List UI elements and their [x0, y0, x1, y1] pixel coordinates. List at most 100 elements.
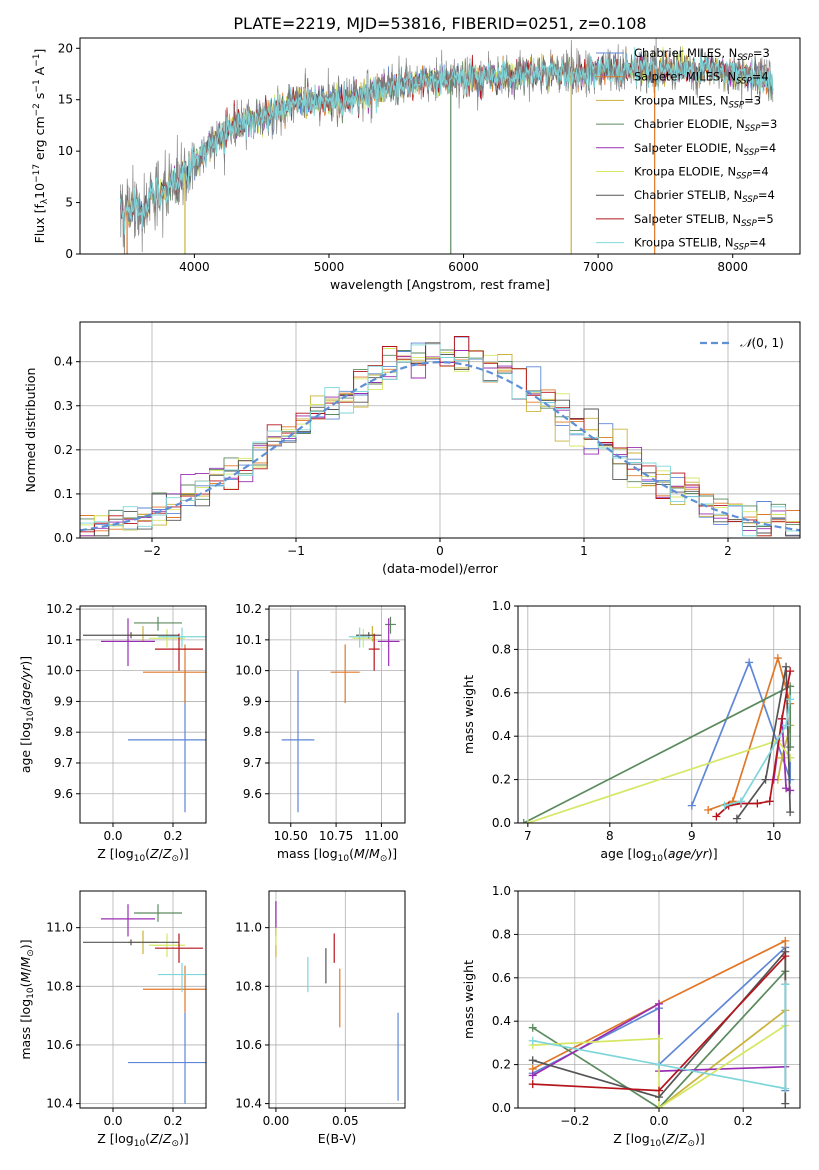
y-tick-label: 0.8: [492, 927, 511, 941]
mass-weight-line: [691, 659, 792, 806]
x-tick-label: 0.00: [263, 1114, 290, 1128]
y-tick-label: 9.7: [243, 756, 262, 770]
y-tick-label: 1.0: [492, 599, 511, 613]
y-tick-label: 0.0: [492, 816, 511, 830]
mass-weight-marker: [519, 819, 528, 823]
legend-entry: Kroupa ELODIE, NSSP=4: [634, 165, 769, 182]
y-tick-label: 0.0: [492, 1101, 511, 1115]
y-tick-label: 10.2: [46, 602, 73, 616]
mass-weight-marker: [528, 1071, 537, 1080]
legend-entry: Salpeter ELODIE, NSSP=4: [634, 141, 776, 158]
mass-weight-marker: [781, 1099, 790, 1108]
y-tick-label: 0.1: [54, 487, 73, 501]
axes-frame: [79, 890, 207, 1109]
x-tick-label: 0.2: [163, 829, 182, 843]
y-tick-label: 10.8: [46, 979, 73, 993]
mass-weight-marker: [528, 1080, 537, 1089]
mass-weight-marker: [782, 721, 791, 730]
residual-histogram: [80, 343, 800, 538]
x-axis-label: mass [log10(M/M⊙)]: [277, 846, 397, 864]
errorbar-point: [143, 965, 206, 1013]
y-tick-label: 10.4: [46, 1097, 73, 1111]
axes-frame: [268, 890, 406, 1109]
panel-spectrum: 4000 5000 6000 7000 8000 0 5 10 15 20 wavelength […: [32, 37, 801, 292]
y-tick-label: 9.6: [243, 787, 262, 801]
mass-weight-marker: [782, 662, 791, 671]
panel-mass_vs_ebv: 0.00 0.05 10.4 10.6 10.8 11.0 E(B-V): [235, 890, 406, 1146]
y-tick-label: 10.0: [235, 664, 262, 678]
mass-weight-marker: [765, 797, 774, 806]
y-tick-label: 0.3: [54, 399, 73, 413]
legend-entry: Salpeter STELIB, NSSP=5: [634, 212, 774, 229]
x-tick-label: 8: [606, 829, 614, 843]
x-tick-label: −1: [287, 544, 305, 558]
axes-frame: [79, 605, 207, 824]
x-axis-label: Z [log10(Z/Z⊙)]: [97, 1131, 189, 1149]
x-tick-label: 1: [580, 544, 588, 558]
axes-frame: [517, 605, 801, 824]
x-tick-label: 7000: [583, 260, 614, 274]
errorbar-point: [158, 627, 206, 648]
legend-entry: Chabrier STELIB, NSSP=4: [634, 188, 775, 205]
x-tick-label: 9: [688, 829, 696, 843]
mass-weight-line: [532, 970, 786, 1108]
plot-area-mass_vs_Z: [83, 904, 206, 1104]
mass-weight-marker: [781, 952, 790, 961]
x-tick-label: 10.50: [274, 829, 308, 843]
y-tick-label: 9.9: [54, 694, 73, 708]
residual-legend: 𝒩(0, 1): [700, 336, 784, 350]
x-tick-label: 8000: [717, 260, 748, 274]
y-tick-label: 10.8: [235, 979, 262, 993]
panel-weight_vs_Z: −0.2 0.0 0.2 0.0 0.2 0.4 0.6 0.8 1.0 Z [log10(Z/Z…: [461, 884, 801, 1149]
errorbar-point: [134, 616, 182, 631]
x-tick-label: 6000: [448, 260, 479, 274]
mass-weight-marker: [786, 743, 795, 752]
plot-area-spectrum: [119, 38, 774, 254]
plot-area-weight_vs_age: [519, 654, 795, 823]
x-tick-label: 0.0: [103, 1114, 122, 1128]
mass-weight-marker: [777, 714, 786, 723]
x-tick-label: 11.00: [364, 829, 398, 843]
mass-weight-marker: [523, 819, 532, 823]
y-tick-label: 10.2: [235, 602, 262, 616]
errorbar-point: [134, 904, 182, 922]
mass-weight-line: [532, 1024, 786, 1108]
mass-weight-marker: [687, 801, 696, 810]
y-tick-label: 0.4: [54, 355, 73, 369]
mass-weight-marker: [732, 814, 741, 823]
mass-weight-marker: [781, 980, 790, 989]
y-tick-label: 15: [58, 93, 73, 107]
y-tick-label: 9.9: [243, 694, 262, 708]
mass-weight-line: [658, 1009, 786, 1108]
plot-area-age_vs_mass: [281, 616, 400, 813]
y-tick-label: 5: [65, 196, 73, 210]
mass-weight-marker: [655, 1060, 663, 1069]
mass-weight-marker: [528, 1056, 537, 1065]
legend-entry: Salpeter MILES, NSSP=4: [634, 70, 769, 87]
mass-weight-marker: [761, 775, 770, 784]
y-axis-label: mass weight: [461, 960, 476, 1039]
panel-age_vs_Z: 0.0 0.2 9.6 9.7 9.8 9.9 10.0 10.1 10.2 Z [log10(Z…: [18, 602, 207, 864]
y-tick-label: 9.8: [54, 725, 73, 739]
errorbar-point: [149, 933, 185, 957]
y-tick-label: 0.2: [492, 1058, 511, 1072]
mass-weight-marker: [655, 1086, 663, 1095]
y-tick-label: 0.8: [492, 642, 511, 656]
mass-weight-line: [532, 984, 787, 1090]
y-tick-label: 0: [65, 247, 73, 261]
errorbar-point: [83, 939, 179, 946]
legend-entry: Kroupa MILES, NSSP=3: [634, 93, 761, 110]
panel-mass_vs_Z: 0.0 0.2 10.4 10.6 10.8 11.0 Z [log10(Z/Z⊙)] mas…: [18, 890, 207, 1149]
x-axis-label: (data-model)/error: [382, 561, 499, 576]
x-tick-label: 0.2: [163, 1114, 182, 1128]
x-axis-label: wavelength [Angstrom, rest frame]: [330, 277, 550, 292]
plot-area-mass_vs_ebv: [275, 901, 399, 1101]
errorbar-point: [155, 633, 203, 671]
x-tick-label: 0.05: [332, 1114, 359, 1128]
errorbar-point: [368, 633, 380, 671]
mass-weight-marker: [786, 808, 795, 817]
mass-weight-marker: [786, 753, 795, 762]
errorbar-point: [128, 1012, 206, 1104]
errorbar-point: [348, 627, 371, 648]
